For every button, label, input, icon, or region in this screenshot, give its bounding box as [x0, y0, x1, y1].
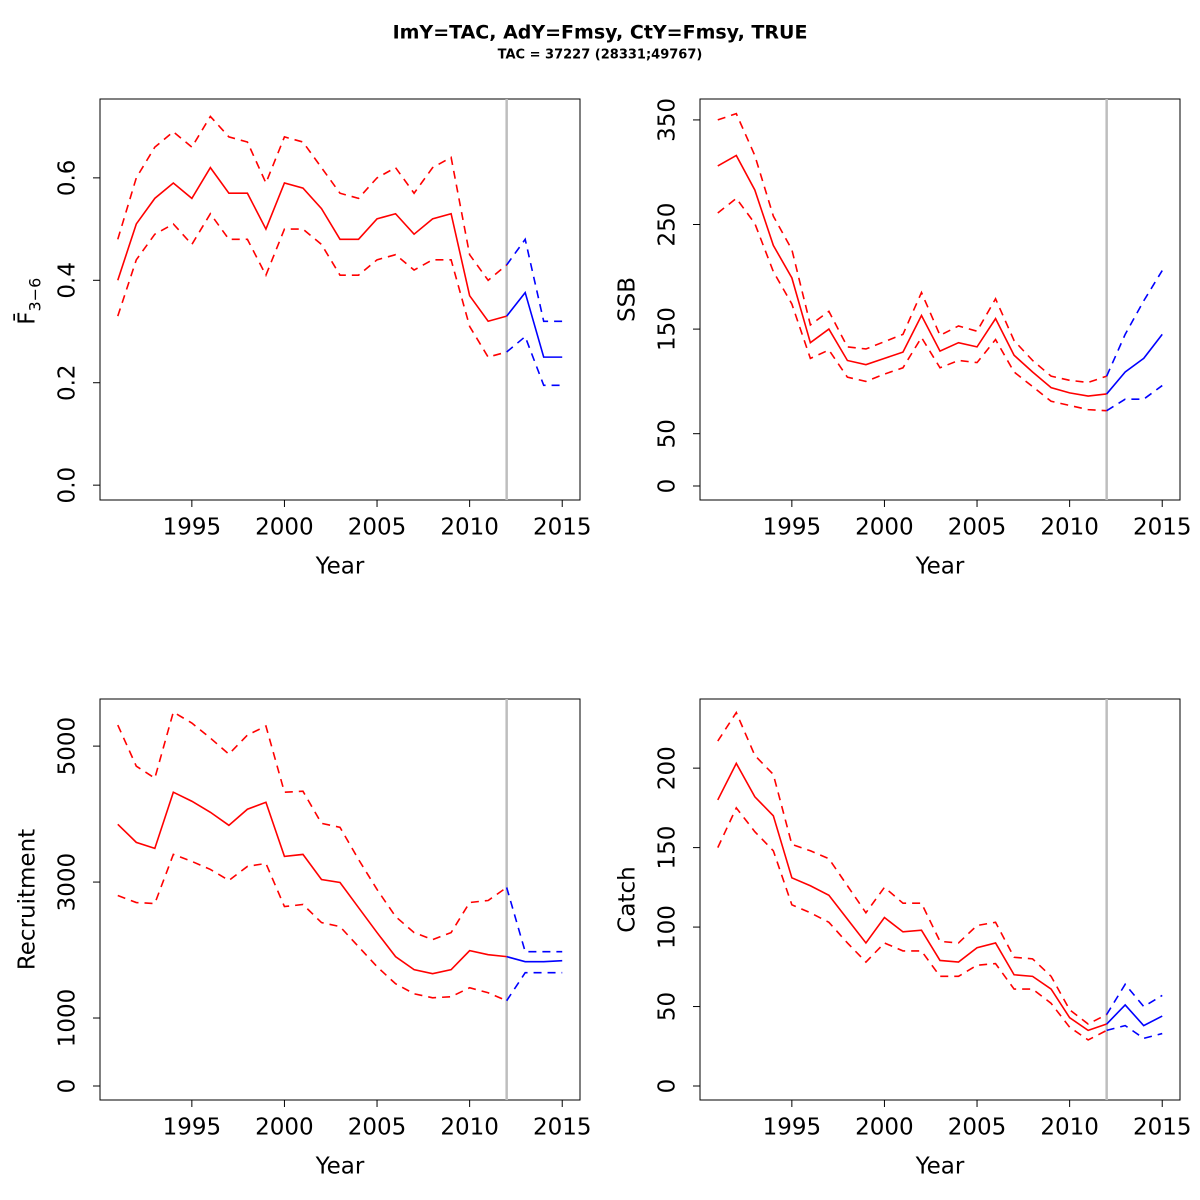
y-axis-label-group: SSB	[615, 277, 641, 322]
x-tick-label: 1995	[163, 1115, 222, 1141]
x-tick-label: 2005	[948, 1115, 1007, 1141]
y-axis-label-group: F̄3−6	[12, 278, 44, 325]
series-line	[717, 761, 1107, 1032]
plot-frame	[699, 98, 1181, 501]
x-tick-label: 2010	[1040, 515, 1099, 541]
series-line	[1106, 333, 1163, 395]
y-tick-label: 0.2	[55, 364, 81, 401]
y-tick-label: 150	[655, 307, 681, 351]
y-tick-label: 0	[655, 479, 681, 494]
plot-frame	[99, 98, 581, 501]
series-line	[1106, 1024, 1163, 1040]
series-line	[1106, 384, 1163, 412]
y-tick-label: 0.4	[55, 262, 81, 299]
x-tick-label: 1995	[163, 515, 222, 541]
y-tick-label: 0.0	[55, 467, 81, 504]
y-axis-label-subscript: 3−6	[26, 278, 45, 312]
y-tick-label: 250	[655, 203, 681, 247]
series-line	[506, 335, 563, 387]
x-tick-label: 2015	[533, 515, 592, 541]
series-line	[505, 971, 563, 1002]
y-axis-label: SSB	[615, 277, 641, 322]
y-tick-label: 100	[655, 905, 681, 949]
y-tick-label: 5000	[55, 717, 81, 776]
series-line	[505, 887, 563, 953]
x-tick-label: 2005	[348, 515, 407, 541]
y-tick-label: 3000	[55, 853, 81, 912]
series-line	[117, 212, 507, 359]
plot-frame	[99, 698, 581, 1101]
plot-frame	[699, 698, 1181, 1101]
x-axis-label: Year	[315, 1154, 365, 1180]
x-tick-label: 2010	[440, 1115, 499, 1141]
y-axis-label: Catch	[615, 866, 641, 932]
x-tick-label: 2005	[348, 1115, 407, 1141]
y-tick-label: 50	[655, 419, 681, 448]
x-tick-label: 2000	[255, 1115, 314, 1141]
x-tick-label: 2000	[855, 1115, 914, 1141]
series-line	[117, 166, 507, 323]
x-tick-label: 2015	[1133, 1115, 1192, 1141]
y-tick-label: 50	[655, 992, 681, 1021]
x-axis-label: Year	[315, 554, 365, 580]
y-tick-label: 0	[655, 1079, 681, 1094]
series-line	[117, 115, 508, 282]
y-tick-label: 1000	[55, 989, 81, 1048]
y-axis-label: F̄	[12, 312, 40, 325]
series-line	[506, 290, 563, 358]
x-tick-label: 2015	[533, 1115, 592, 1141]
series-line	[506, 955, 563, 963]
x-tick-label: 1995	[763, 515, 822, 541]
series-line	[717, 154, 1107, 397]
x-axis-label: Year	[915, 1154, 965, 1180]
chart-title: ImY=TAC, AdY=Fmsy, CtY=Fmsy, TRUE	[393, 22, 808, 44]
series-line	[1106, 1003, 1163, 1027]
y-axis-label-group: Catch	[615, 866, 641, 932]
y-axis-label: Recruitment	[15, 829, 41, 970]
x-tick-label: 2005	[948, 515, 1007, 541]
x-tick-label: 2000	[855, 515, 914, 541]
y-tick-label: 350	[655, 98, 681, 142]
y-tick-label: 150	[655, 826, 681, 870]
x-axis-label: Year	[915, 554, 965, 580]
y-tick-label: 0	[55, 1079, 81, 1094]
series-line	[1105, 982, 1163, 1015]
y-axis-label-group: Recruitment	[15, 829, 41, 970]
y-tick-label: 200	[655, 746, 681, 790]
x-tick-label: 2000	[255, 515, 314, 541]
x-tick-label: 2010	[1040, 1115, 1099, 1141]
series-line	[117, 853, 507, 1002]
series-line	[717, 112, 1107, 384]
series-line	[117, 710, 508, 941]
series-line	[506, 237, 563, 323]
x-tick-label: 1995	[763, 1115, 822, 1141]
series-line	[717, 197, 1107, 412]
series-line	[1105, 270, 1163, 377]
series-line	[717, 806, 1108, 1041]
series-line	[717, 710, 1108, 1025]
y-tick-label: 0.6	[55, 160, 81, 197]
x-tick-label: 2015	[1133, 515, 1192, 541]
series-line	[117, 791, 507, 975]
chart-subtitle: TAC = 37227 (28331;49767)	[498, 48, 703, 63]
x-tick-label: 2010	[440, 515, 499, 541]
